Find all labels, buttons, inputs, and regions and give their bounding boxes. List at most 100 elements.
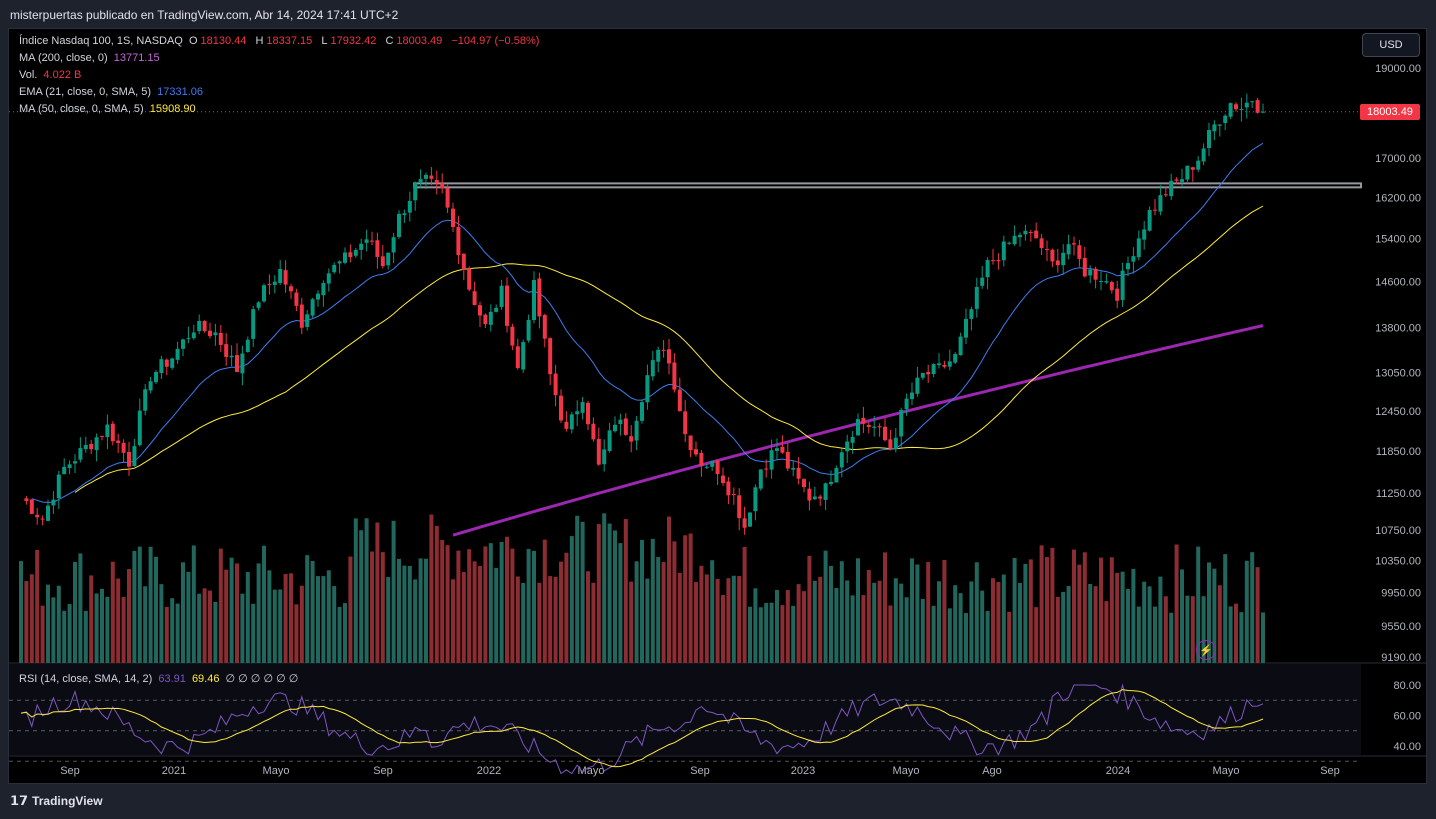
candle-body (343, 252, 347, 263)
time-axis-label: Sep (1320, 765, 1340, 777)
candle-body (564, 421, 569, 429)
volume-bar (575, 515, 580, 663)
candle-body (872, 426, 877, 428)
candle-body (370, 240, 374, 242)
candle-body (980, 277, 985, 286)
candle-body (802, 479, 806, 488)
candle-body (931, 364, 936, 375)
volume-bar (94, 593, 99, 663)
volume-bar (996, 581, 1001, 663)
candle-body (191, 332, 196, 339)
candle-body (143, 389, 148, 411)
volume-bar (370, 551, 374, 663)
ema21-legend[interactable]: EMA (21, close, 0, SMA, 5) 17331.06 (19, 86, 206, 98)
candle-body (1212, 124, 1217, 132)
candle-body (764, 468, 769, 470)
volume-bar (699, 565, 704, 663)
candle-body (164, 359, 169, 367)
chart-frame[interactable]: 19000.00 17000.00 16200.00 15400.00 14600.00… (8, 28, 1427, 784)
volume-label: Vol. (19, 69, 38, 81)
volume-bar (688, 533, 693, 663)
candle-body (856, 419, 860, 436)
candle-body (353, 249, 358, 256)
rsi-legend[interactable]: RSI (14, close, SMA, 14, 2) 63.91 69.46 … (19, 672, 301, 685)
candle-body (829, 481, 833, 485)
ma50-legend[interactable]: MA (50, close, 0, SMA, 5) 15908.90 (19, 103, 199, 115)
currency-button[interactable]: USD (1362, 33, 1420, 57)
volume-bar (677, 572, 682, 663)
volume-bar (991, 578, 995, 663)
volume-bar (559, 561, 563, 663)
volume-bar (299, 585, 304, 663)
lightning-icon[interactable]: ⚡ (1196, 640, 1216, 660)
volume-bar (278, 589, 283, 663)
volume-bar (731, 575, 736, 663)
candle-body (1012, 235, 1017, 245)
volume-bar (434, 525, 439, 663)
candle-body (1153, 209, 1157, 211)
volume-bar (73, 562, 77, 663)
tradingview-mark-icon: 𝟭𝟳 (10, 793, 29, 808)
candle-body (1223, 115, 1228, 124)
volume-bar (769, 602, 774, 663)
volume-bar (429, 514, 434, 663)
candle-body (218, 332, 223, 345)
volume-bar (202, 588, 207, 663)
candle-body (461, 253, 466, 270)
volume-bar (775, 589, 779, 663)
volume-bar (910, 558, 914, 663)
candle-body (796, 467, 801, 479)
volume-bar (1007, 611, 1012, 663)
volume-bar (591, 582, 596, 663)
candle-body (661, 349, 666, 351)
candle-body (920, 372, 925, 378)
candle-body (29, 499, 34, 514)
volume-bar (137, 546, 142, 663)
candle-body (434, 180, 439, 184)
candle-body (1234, 104, 1238, 110)
ma200-legend[interactable]: MA (200, close, 0) 13771.15 (19, 52, 163, 64)
tradingview-logo[interactable]: 𝟭𝟳 TradingView (10, 793, 103, 809)
volume-bar (132, 550, 137, 663)
volume-bar (904, 597, 909, 663)
candle-body (407, 200, 412, 213)
candle-body (208, 330, 212, 337)
candle-body (812, 496, 817, 500)
volume-bar (1077, 564, 1082, 663)
time-axis-label: Sep (373, 765, 393, 777)
candle-body (553, 373, 558, 396)
candle-body (748, 512, 752, 527)
volume-bar (640, 539, 644, 663)
candle-body (1061, 252, 1066, 266)
volume-bar (310, 560, 315, 663)
volume-bar (175, 603, 180, 663)
volume-bar (510, 548, 515, 663)
volume-bar (753, 588, 758, 663)
volume-bar (537, 582, 542, 663)
candle-body (1217, 124, 1222, 126)
symbol-legend[interactable]: Índice Nasdaq 100, 1S, NASDAQ O 18130.44 … (19, 35, 542, 47)
candle-body (694, 449, 698, 455)
ma50-value: 15908.90 (149, 103, 196, 115)
volume-legend[interactable]: Vol. 4.022 B (19, 69, 84, 81)
candle-body (515, 346, 520, 368)
chart-svg[interactable]: 19000.00 17000.00 16200.00 15400.00 14600.00… (9, 29, 1427, 784)
candle-body (1250, 101, 1255, 103)
volume-bar (170, 598, 175, 663)
time-axis-label: Sep (60, 765, 80, 777)
volume-bar (164, 606, 169, 663)
volume-bar (56, 585, 61, 663)
candle-body (640, 402, 644, 421)
volume-bar (1012, 557, 1017, 663)
volume-bar (515, 576, 520, 663)
volume-bar (407, 565, 412, 663)
volume-bar (569, 536, 574, 663)
volume-bar (332, 586, 337, 663)
price-axis-label: 10350.00 (1375, 556, 1421, 568)
volume-bar (818, 576, 823, 663)
candle-body (591, 423, 596, 440)
candle-body (132, 446, 137, 467)
volume-bar (661, 562, 666, 663)
candle-body (953, 354, 958, 363)
volume-bar (1223, 554, 1228, 663)
